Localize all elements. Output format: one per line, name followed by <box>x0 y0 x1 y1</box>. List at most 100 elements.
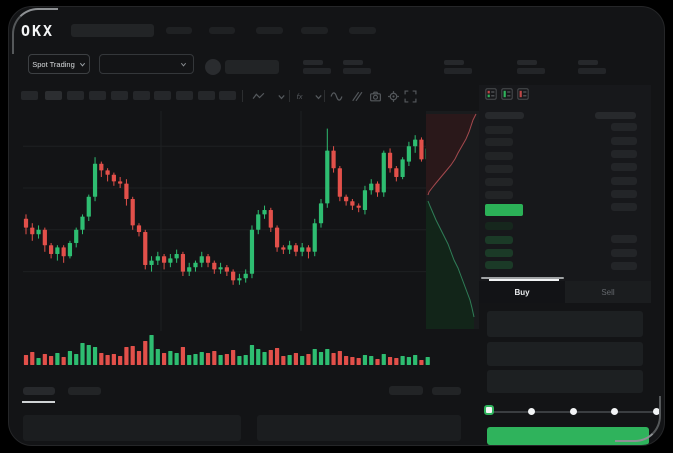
ask-amount-skeleton[interactable] <box>611 190 637 198</box>
timeframe-chip-skeleton[interactable] <box>45 91 62 100</box>
timeframe-chip-skeleton[interactable] <box>219 91 236 100</box>
timeframe-chip-skeleton[interactable] <box>154 91 171 100</box>
stat-value-skeleton <box>578 68 606 74</box>
stat-label-skeleton <box>303 60 323 65</box>
buy-tab-indicator <box>489 279 559 281</box>
ask-price-skeleton[interactable] <box>485 178 513 186</box>
stat-label-skeleton <box>444 60 464 65</box>
submit-buy-button[interactable] <box>487 427 649 445</box>
ob-scrollbar[interactable] <box>481 277 564 279</box>
active-tab-underline <box>22 401 55 403</box>
timeframe-chip-skeleton[interactable] <box>89 91 106 100</box>
book-both-icon[interactable] <box>485 88 497 100</box>
nav-item-skeleton[interactable] <box>301 27 328 34</box>
book-bids-icon[interactable] <box>501 88 513 100</box>
nav-item-skeleton[interactable] <box>209 27 235 34</box>
book-asks-icon[interactable] <box>517 88 529 100</box>
camera-icon[interactable] <box>369 90 382 103</box>
ob-header-amount-skeleton <box>595 112 636 119</box>
orders-panel-skeleton <box>257 415 461 441</box>
tab-buy[interactable]: Buy <box>479 281 565 303</box>
timeframe-chip-skeleton[interactable] <box>111 91 128 100</box>
bid-price-skeleton[interactable] <box>485 261 513 269</box>
ask-price-skeleton[interactable] <box>485 165 513 173</box>
depth-chart[interactable] <box>426 111 481 329</box>
nav-item-skeleton[interactable] <box>166 27 192 34</box>
divider <box>289 90 290 102</box>
chevron-down-icon[interactable] <box>312 90 325 103</box>
ask-amount-skeleton[interactable] <box>611 177 637 185</box>
chevron-down-icon <box>180 62 187 67</box>
orders-tab-skeleton[interactable] <box>23 387 55 395</box>
coin-avatar <box>205 59 221 75</box>
total-input-skeleton[interactable] <box>487 370 643 393</box>
amount-percent-slider[interactable] <box>479 403 660 419</box>
slider-handle[interactable] <box>484 405 494 415</box>
stat-label-skeleton <box>343 60 363 65</box>
bid-amount-skeleton[interactable] <box>611 249 637 257</box>
ask-price-skeleton[interactable] <box>485 191 513 199</box>
filter-skeleton[interactable] <box>432 387 461 395</box>
filter-skeleton[interactable] <box>389 386 423 395</box>
nav-search-skeleton[interactable] <box>71 24 154 37</box>
okx-logo: OKX <box>21 22 55 40</box>
price-input-skeleton[interactable] <box>487 311 643 337</box>
bid-amount-skeleton[interactable] <box>611 262 637 270</box>
draw-icon[interactable] <box>350 90 363 103</box>
divider <box>242 90 243 102</box>
bid-price-skeleton[interactable] <box>485 236 513 244</box>
candlestick-chart[interactable] <box>23 111 431 331</box>
ask-amount-skeleton[interactable] <box>611 123 637 131</box>
timeframe-chip-skeleton[interactable] <box>67 91 84 100</box>
slider-stop-dot[interactable] <box>652 408 660 415</box>
timeframe-chip-skeleton[interactable] <box>176 91 193 100</box>
pair-selector[interactable] <box>99 54 194 74</box>
slider-stop-dot[interactable] <box>569 408 577 415</box>
bid-amount-skeleton[interactable] <box>611 235 637 243</box>
stat-label-skeleton <box>578 60 598 65</box>
stat-value-skeleton <box>343 68 371 74</box>
slider-stop-dot[interactable] <box>611 408 618 415</box>
timeframe-chip-skeleton[interactable] <box>133 91 150 100</box>
tab-sell[interactable]: Sell <box>565 281 651 303</box>
settings-gear-icon[interactable] <box>387 90 400 103</box>
slider-stop-dot[interactable] <box>528 408 535 415</box>
trading-app-window: OKX Spot Trading fx <box>8 6 665 446</box>
ob-header-price-skeleton <box>485 112 524 119</box>
ask-price-skeleton[interactable] <box>485 138 513 146</box>
last-price-bar[interactable] <box>485 204 523 216</box>
ask-price-skeleton[interactable] <box>485 126 513 134</box>
fullscreen-icon[interactable] <box>404 90 417 103</box>
timeframe-chip-skeleton[interactable] <box>198 91 215 100</box>
history-tab-skeleton[interactable] <box>68 387 101 395</box>
line-chart-icon[interactable] <box>252 90 265 103</box>
volume-chart[interactable] <box>23 333 431 365</box>
wave-icon[interactable] <box>330 90 343 103</box>
stat-label-skeleton <box>517 60 537 65</box>
timeframe-chip-skeleton[interactable] <box>21 91 38 100</box>
chevron-down-icon <box>79 62 85 67</box>
divider <box>324 90 325 102</box>
ask-amount-skeleton[interactable] <box>611 137 637 145</box>
indicator-fx-icon[interactable]: fx <box>295 90 308 103</box>
bid-price-skeleton[interactable] <box>485 222 513 230</box>
pair-name-skeleton <box>225 60 279 74</box>
chevron-down-icon[interactable] <box>275 90 288 103</box>
stat-value-skeleton <box>517 68 545 74</box>
ask-price-skeleton[interactable] <box>485 152 513 160</box>
ask-amount-skeleton[interactable] <box>611 150 637 158</box>
nav-item-skeleton[interactable] <box>256 27 283 34</box>
stat-value-skeleton <box>303 68 331 74</box>
order-book-panel: Buy Sell <box>479 85 660 445</box>
order-form <box>479 303 660 445</box>
market-type-selector[interactable]: Spot Trading <box>28 54 90 74</box>
stat-value-skeleton <box>444 68 472 74</box>
bid-price-skeleton[interactable] <box>485 249 513 257</box>
ask-amount-skeleton[interactable] <box>611 203 637 211</box>
ask-amount-skeleton[interactable] <box>611 163 637 171</box>
market-type-label: Spot Trading <box>32 59 75 69</box>
nav-item-skeleton[interactable] <box>349 27 376 34</box>
side-tabs: Buy Sell <box>479 281 651 303</box>
amount-input-skeleton[interactable] <box>487 342 643 366</box>
